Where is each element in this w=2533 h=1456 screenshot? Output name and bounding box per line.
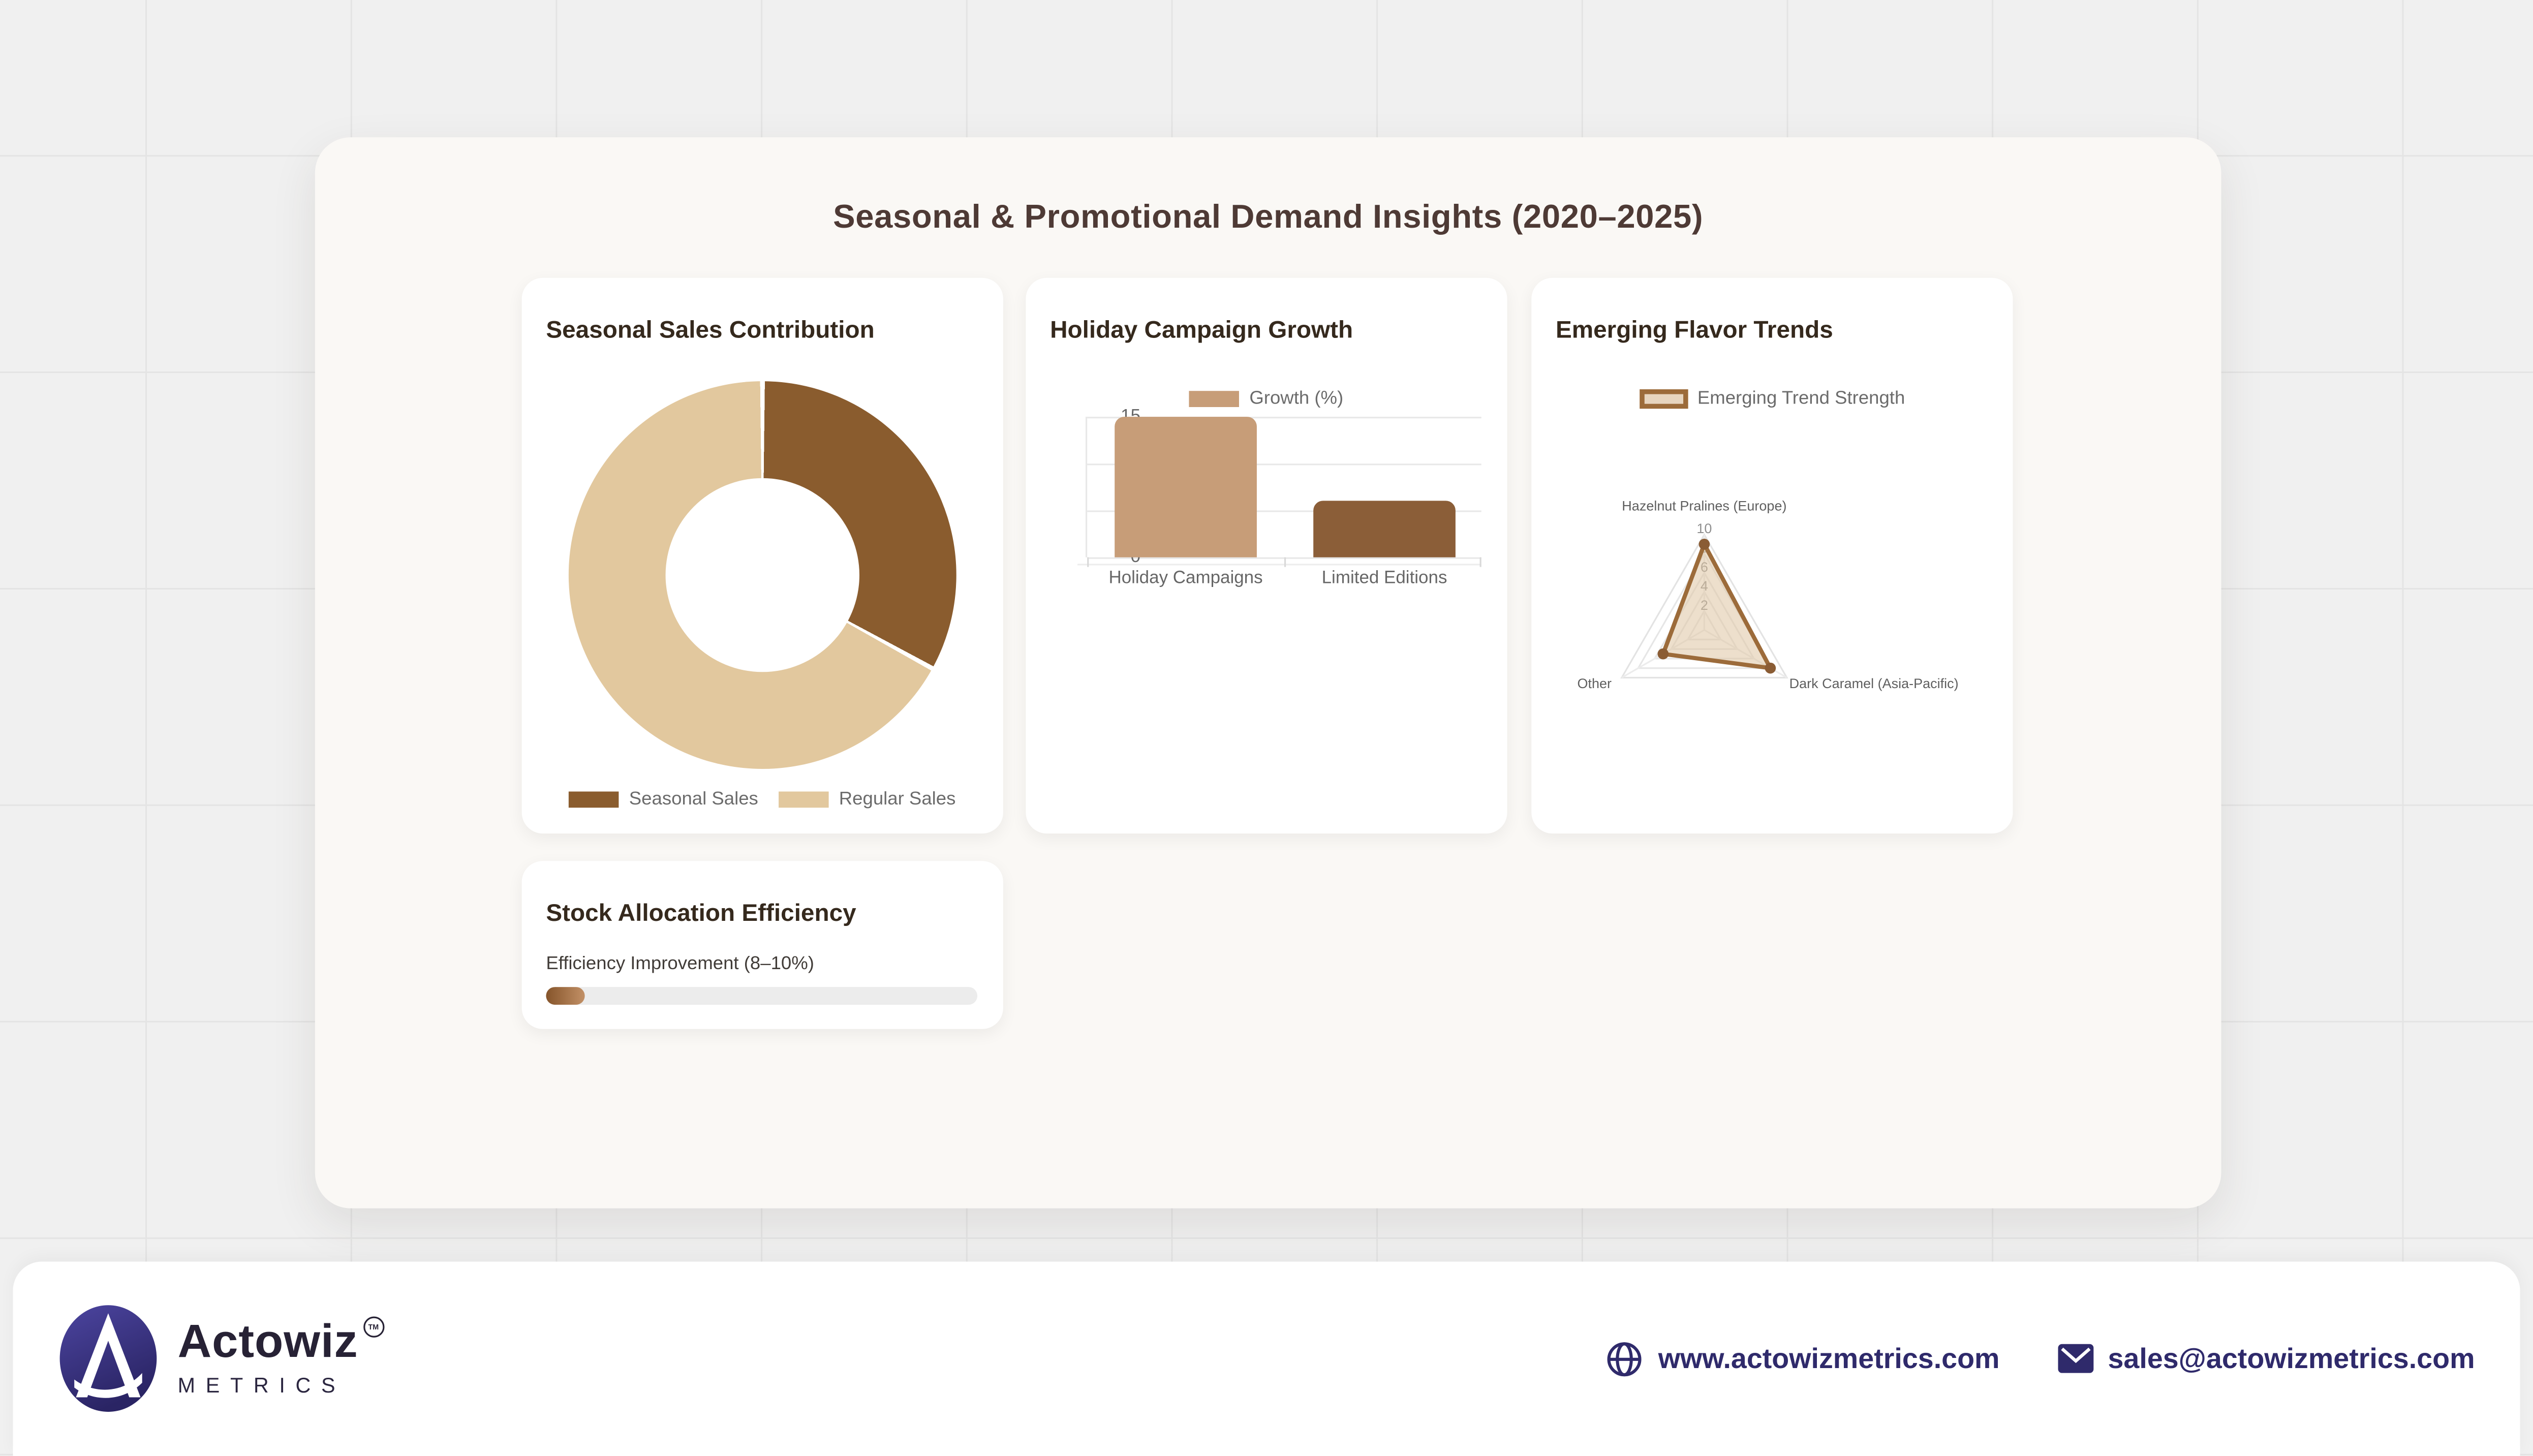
page-title: Seasonal & Promotional Demand Insights (… [833, 198, 1704, 236]
legend-swatch-seasonal [569, 791, 620, 808]
x-axis-border [1077, 564, 1481, 566]
actowiz-logo-icon [59, 1306, 157, 1412]
mail-icon [2057, 1344, 2093, 1374]
brand-name: Actowiz [177, 1317, 358, 1369]
insights-panel: Seasonal & Promotional Demand Insights (… [315, 137, 2221, 1209]
footer-contacts: www.actowizmetrics.com sales@actowizmetr… [1607, 1340, 2475, 1377]
radar-axis-label-top: Hazelnut Pralines (Europe) [1622, 498, 1786, 513]
donut-hole [665, 478, 859, 672]
bar-holiday-campaigns [1115, 417, 1257, 557]
card-seasonal-sales: Seasonal Sales Contribution Seasonal Sal… [521, 277, 1003, 834]
legend-swatch-regular [779, 791, 829, 808]
card-holiday-growth: Holiday Campaign Growth Growth (%) [1026, 277, 1507, 834]
legend-label: Emerging Trend Strength [1697, 389, 1905, 409]
progress-track [546, 987, 978, 1005]
radar-axis-label-right: Dark Caramel (Asia-Pacific) [1789, 676, 1959, 691]
bar-plot-area: 15 10 5 0 Holiday Campaigns Limited Edit… [1077, 407, 1481, 588]
donut-legend: Seasonal Sales Regular Sales [522, 790, 1003, 809]
radar-tick-label: 10 [1696, 521, 1712, 536]
card-stock-allocation: Stock Allocation Efficiency Efficiency I… [521, 861, 1003, 1029]
legend-swatch-trend [1639, 389, 1688, 409]
website-link[interactable]: www.actowizmetrics.com [1607, 1340, 2000, 1377]
x-tick [1284, 557, 1286, 567]
card-title: Stock Allocation Efficiency [546, 900, 856, 927]
legend-label: Growth (%) [1249, 389, 1344, 409]
brand-logo-group: Actowiz TM METRICS [58, 1304, 384, 1414]
card-title: Seasonal Sales Contribution [546, 316, 875, 345]
card-title: Emerging Flavor Trends [1555, 316, 1833, 345]
radar-ring-10 [1620, 533, 1788, 678]
email-link[interactable]: sales@actowizmetrics.com [2057, 1342, 2475, 1376]
brand-text: Actowiz TM METRICS [177, 1317, 384, 1398]
brand-subtitle: METRICS [177, 1373, 346, 1398]
x-tick [1479, 557, 1481, 567]
progress-label: Efficiency Improvement (8–10%) [546, 954, 814, 974]
x-tick [1087, 557, 1089, 567]
radar-data-polygon [1661, 542, 1773, 670]
radar-legend: Emerging Trend Strength [1531, 389, 2013, 409]
globe-icon [1608, 1342, 1643, 1376]
radar-data-point [1657, 648, 1669, 660]
legend-item-seasonal: Seasonal Sales [569, 790, 758, 809]
legend-item-regular: Regular Sales [779, 790, 955, 809]
x-category-label: Limited Editions [1321, 568, 1447, 588]
radar-data-point [1765, 662, 1776, 674]
legend-item-growth: Growth (%) [1189, 389, 1344, 409]
bar-legend: Growth (%) [1026, 389, 1507, 409]
legend-item-trend-strength: Emerging Trend Strength [1639, 389, 1905, 409]
card-flavor-trends: Emerging Flavor Trends Emerging Trend St… [1531, 277, 2013, 834]
gridline-10 [1087, 463, 1481, 466]
x-category-label: Holiday Campaigns [1108, 568, 1263, 588]
radar-data-point [1698, 539, 1710, 550]
email-text: sales@actowizmetrics.com [2108, 1342, 2475, 1375]
radar-chart: 10 8 6 4 2 Hazelnut Pralines (Europe) Da… [1577, 498, 1959, 691]
card-title: Holiday Campaign Growth [1050, 316, 1353, 345]
website-text: www.actowizmetrics.com [1658, 1342, 2000, 1375]
footer: Actowiz TM METRICS www.actowizmetrics.co… [13, 1261, 2520, 1456]
legend-label: Regular Sales [839, 790, 956, 810]
gridline-5 [1087, 510, 1481, 512]
trademark-badge: TM [363, 1317, 384, 1338]
radar-axis-label-left: Other [1577, 676, 1612, 691]
gridline-15 [1087, 417, 1481, 419]
progress-fill [546, 987, 585, 1005]
legend-label: Seasonal Sales [629, 790, 758, 810]
legend-swatch-growth [1189, 391, 1240, 407]
bar-limited-editions [1313, 501, 1456, 557]
